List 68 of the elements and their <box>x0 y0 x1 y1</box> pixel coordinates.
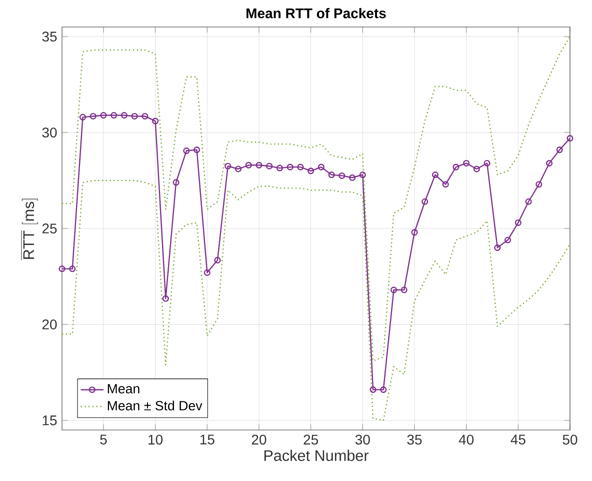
point <box>338 172 346 179</box>
point <box>504 236 512 244</box>
point <box>442 181 449 188</box>
point <box>484 160 490 167</box>
point <box>452 164 460 170</box>
x-tick-label: 50 <box>562 434 578 445</box>
point <box>318 164 324 170</box>
point <box>514 219 522 226</box>
y-tick-label: 25 <box>42 224 57 234</box>
point <box>256 162 262 168</box>
point <box>473 166 480 172</box>
legend-label: Mean <box>108 384 140 394</box>
point <box>110 112 118 119</box>
point <box>328 171 335 178</box>
point <box>266 162 273 170</box>
point <box>411 229 418 236</box>
point <box>494 244 501 251</box>
x-tick-label: 40 <box>458 434 474 445</box>
point <box>100 112 107 119</box>
x-tick-label: 25 <box>304 434 318 445</box>
y-axis-title: $\overline{\mathrm{RTT}}\ [\mathrm{ms}]$ <box>21 198 38 260</box>
y-tick-label: 20 <box>42 319 57 330</box>
point <box>370 386 376 393</box>
point <box>183 148 190 154</box>
point <box>234 166 242 172</box>
point <box>556 146 563 154</box>
point <box>422 198 428 205</box>
point <box>120 112 128 119</box>
point <box>162 295 169 302</box>
point <box>536 181 542 188</box>
x-tick-label: 30 <box>355 434 370 445</box>
x-tick-label: 15 <box>200 434 214 444</box>
x-tick-label: 20 <box>252 434 266 445</box>
point <box>525 198 532 205</box>
point <box>297 164 304 170</box>
point <box>204 269 210 276</box>
x-tick-label: 10 <box>148 434 163 445</box>
chart-title: Mean RTT of Packets <box>246 8 386 18</box>
point <box>390 286 398 294</box>
point <box>349 174 356 181</box>
point <box>131 112 138 120</box>
x-tick-label: 5 <box>100 434 107 444</box>
point <box>214 256 221 264</box>
point <box>69 266 76 272</box>
x-axis-title: Packet Number <box>264 450 369 462</box>
point <box>463 160 470 167</box>
x-tick-label: 45 <box>510 434 526 444</box>
y-tick-label: 35 <box>42 32 57 42</box>
point <box>194 146 200 154</box>
x-tick-label: 35 <box>407 434 422 445</box>
point <box>432 171 438 178</box>
point <box>245 162 252 168</box>
point <box>79 114 86 120</box>
point <box>90 112 96 120</box>
point <box>172 179 180 186</box>
point <box>546 160 553 167</box>
point <box>308 168 314 174</box>
point <box>359 171 366 178</box>
point <box>380 386 387 393</box>
legend-label: Mean ± Std Dev <box>108 400 202 410</box>
point <box>224 162 232 170</box>
y-tick-label: 30 <box>42 128 57 138</box>
y-tick-label: 15 <box>42 416 57 426</box>
point <box>152 118 159 124</box>
point <box>400 286 408 294</box>
point <box>142 112 148 120</box>
point <box>286 164 294 170</box>
point <box>276 164 283 172</box>
